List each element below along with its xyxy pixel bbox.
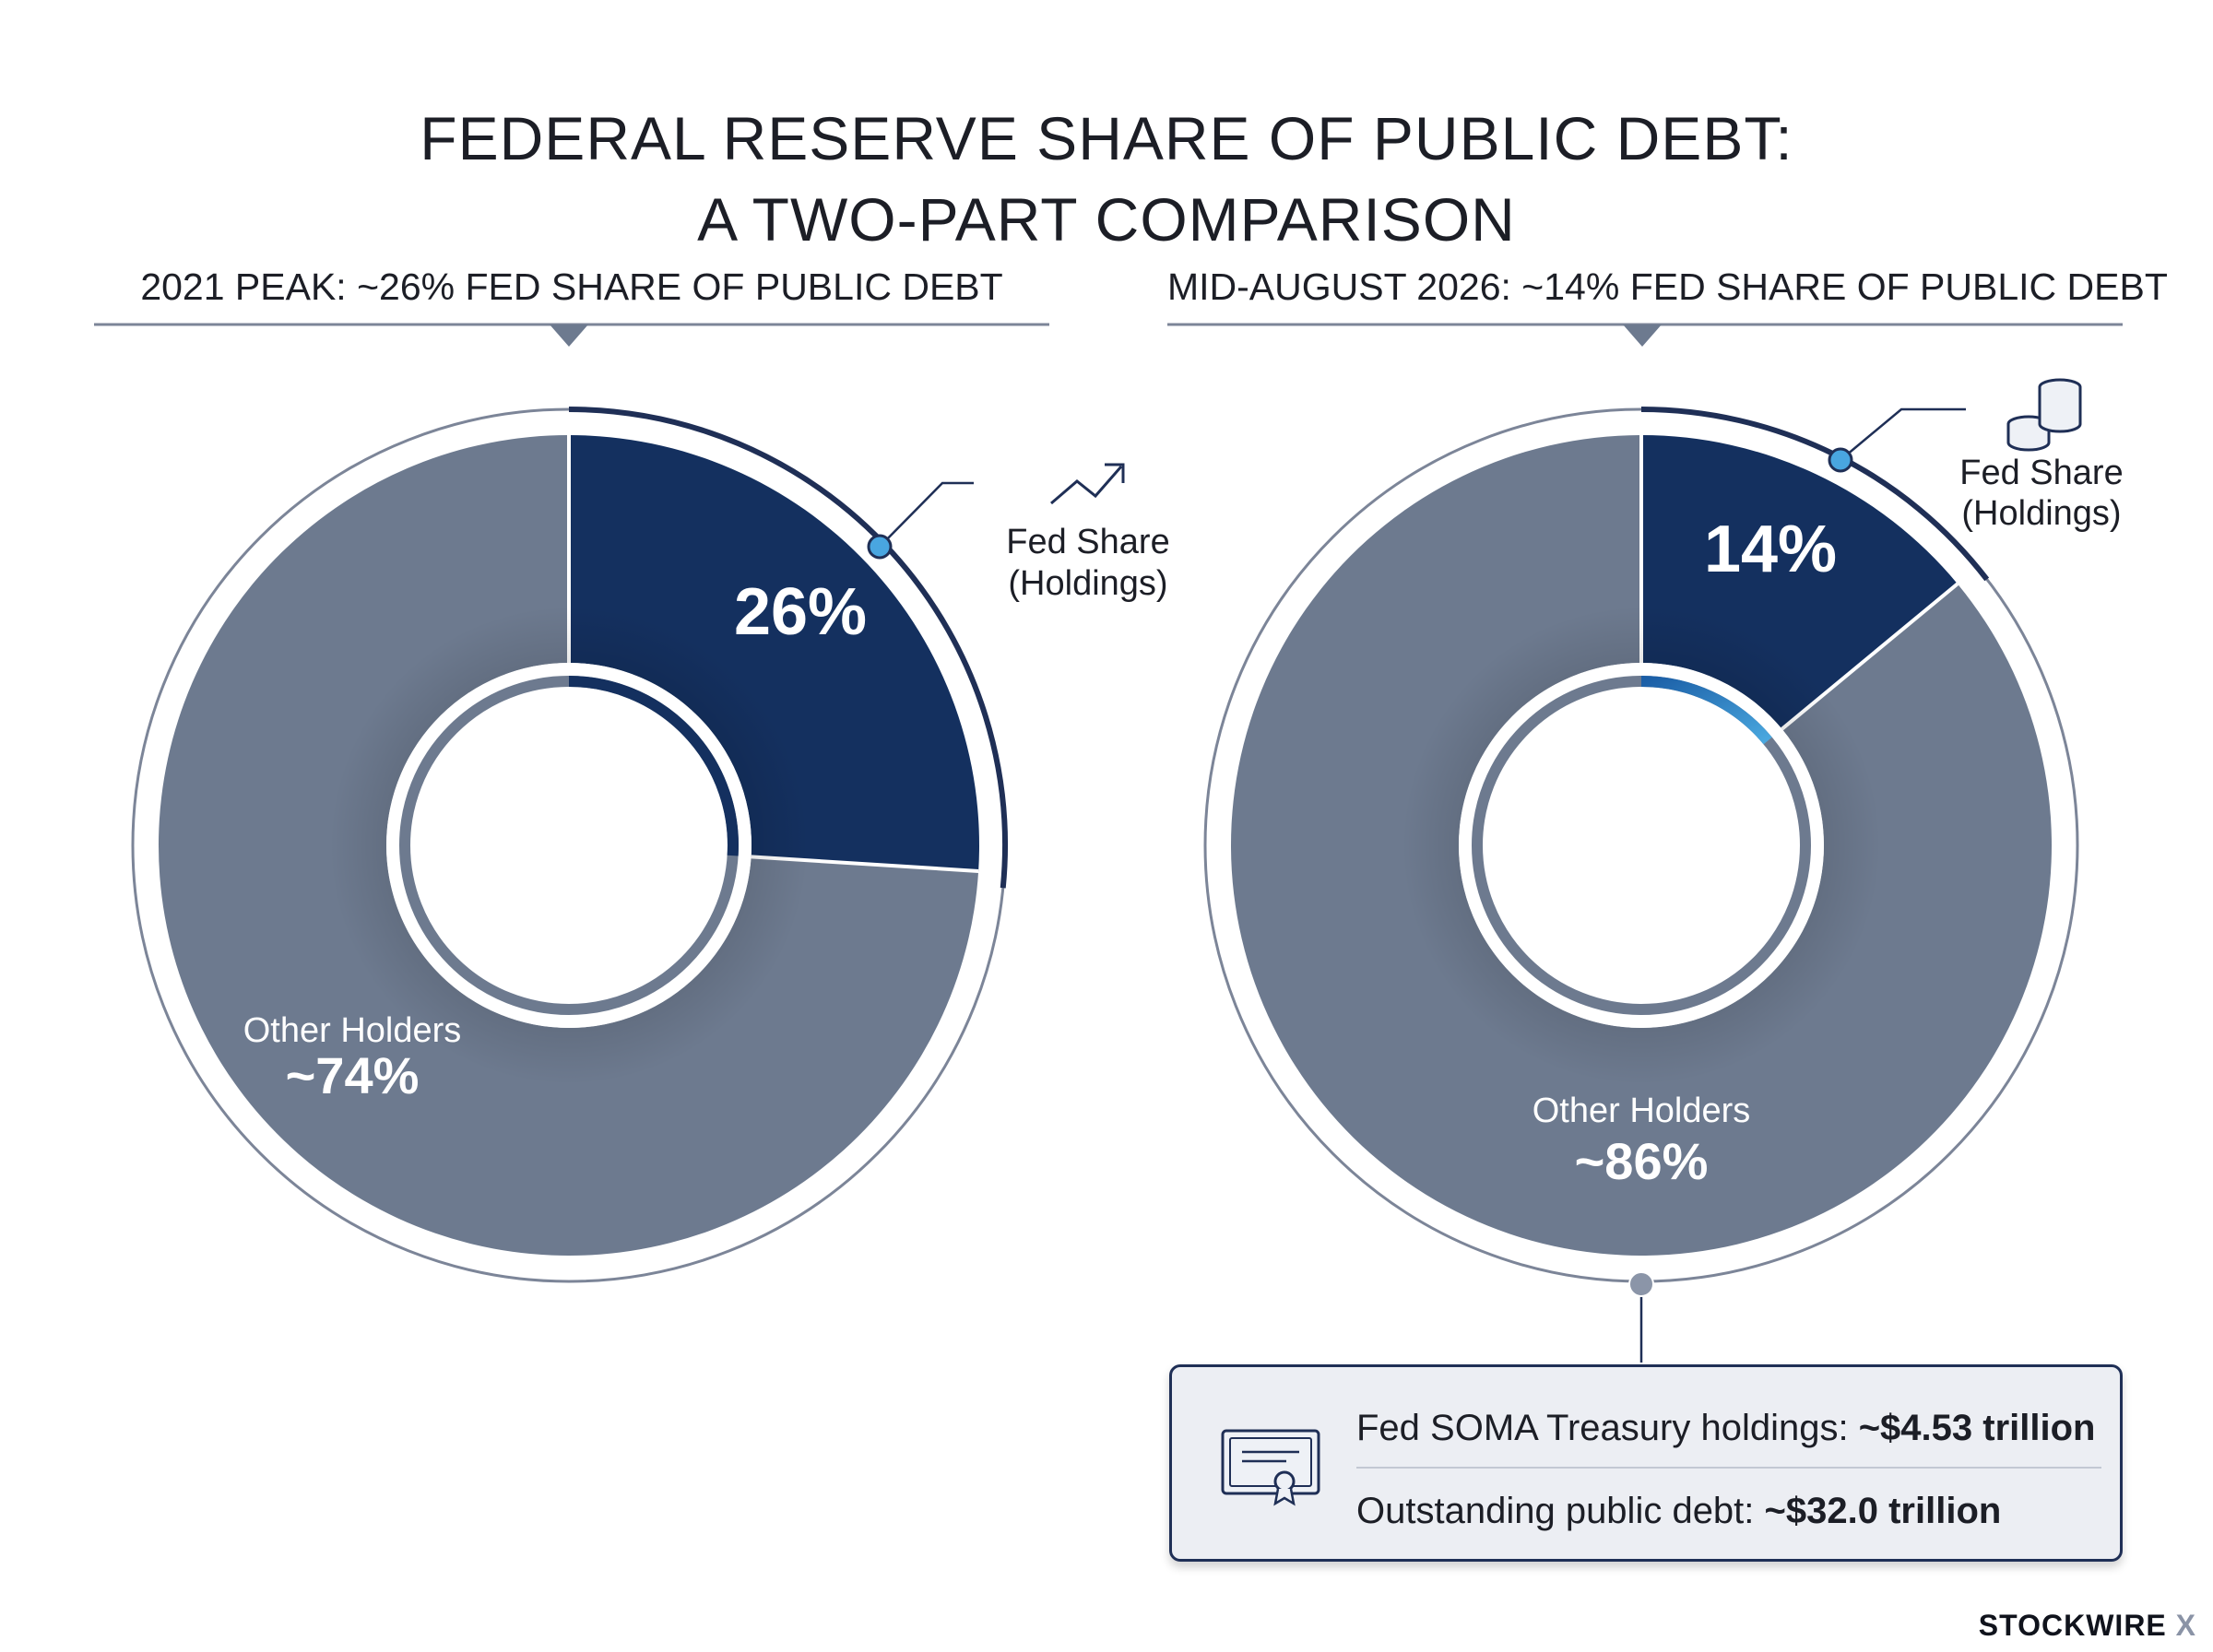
left-chart-title: 2021 PEAK: ~26% FED SHARE OF PUBLIC DEBT: [140, 266, 1003, 308]
soma-value: ~$4.53 trillion: [1858, 1408, 2096, 1448]
fed-share-value-label: 14%: [1704, 513, 1837, 586]
right-fed-callout: Fed Share (Holdings): [1828, 378, 2124, 533]
right-chart-title: MID-AUGUST 2026: ~14% FED SHARE OF PUBLI…: [1167, 266, 2168, 308]
brand-name: STOCKWIRE: [1978, 1609, 2167, 1642]
right-fed-label-line1: Fed Share: [1959, 454, 2123, 492]
info-connector: [1628, 1271, 1654, 1363]
soma-label: Fed SOMA Treasury holdings:: [1356, 1408, 1859, 1448]
left-fed-callout: Fed Share (Holdings): [867, 463, 1170, 603]
other-holders-name-label: Other Holders: [243, 1011, 462, 1050]
left-donut-chart: 26% Other Holders~74%: [131, 407, 1008, 1283]
brand-logo: STOCKWIRE X: [1979, 1609, 2196, 1643]
fed-highlight-arc: [568, 407, 1008, 889]
title-line-2: A TWO-PART COMPARISON: [697, 185, 1516, 254]
left-heading-rule: [94, 323, 1049, 347]
inner-fed-arc: [568, 676, 739, 856]
donut-hole: [386, 663, 751, 1028]
other-holders-value-label: ~74%: [286, 1046, 420, 1104]
coin-stack-icon: [2006, 378, 2082, 452]
holdings-info-box: Fed SOMA Treasury holdings: ~$4.53 trill…: [1169, 1364, 2123, 1562]
right-fed-label-line2: (Holdings): [1961, 494, 2121, 533]
debt-value: ~$32.0 trillion: [1764, 1491, 2002, 1531]
right-heading-rule: [1167, 323, 2123, 347]
slice-other-holders: [1231, 435, 2053, 1256]
slice-fed-share: [569, 435, 979, 871]
inner-fed-arc: [1640, 676, 1772, 745]
left-fed-label-line1: Fed Share: [1006, 523, 1169, 561]
title-line-1: FEDERAL RESERVE SHARE OF PUBLIC DEBT:: [420, 104, 1793, 173]
page-title: FEDERAL RESERVE SHARE OF PUBLIC DEBT: A …: [0, 98, 2213, 260]
other-holders-value-label: ~86%: [1575, 1132, 1709, 1190]
info-divider: [1356, 1467, 2101, 1469]
soma-holdings-line: Fed SOMA Treasury holdings: ~$4.53 trill…: [1356, 1404, 2095, 1452]
trend-up-icon: [1050, 463, 1125, 505]
other-holders-name-label: Other Holders: [1533, 1092, 1751, 1130]
certificate-icon: [1221, 1429, 1320, 1506]
donut-hole: [1459, 663, 1824, 1028]
left-fed-label-line2: (Holdings): [1008, 564, 1167, 603]
debt-label: Outstanding public debt:: [1356, 1491, 1765, 1531]
slice-other-holders: [159, 435, 979, 1257]
public-debt-line: Outstanding public debt: ~$32.0 trillion: [1356, 1487, 2001, 1535]
brand-mark: X: [2175, 1609, 2196, 1642]
fed-share-value-label: 26%: [734, 575, 867, 649]
right-donut-chart: 14% Other Holders~86%: [1203, 407, 2079, 1283]
